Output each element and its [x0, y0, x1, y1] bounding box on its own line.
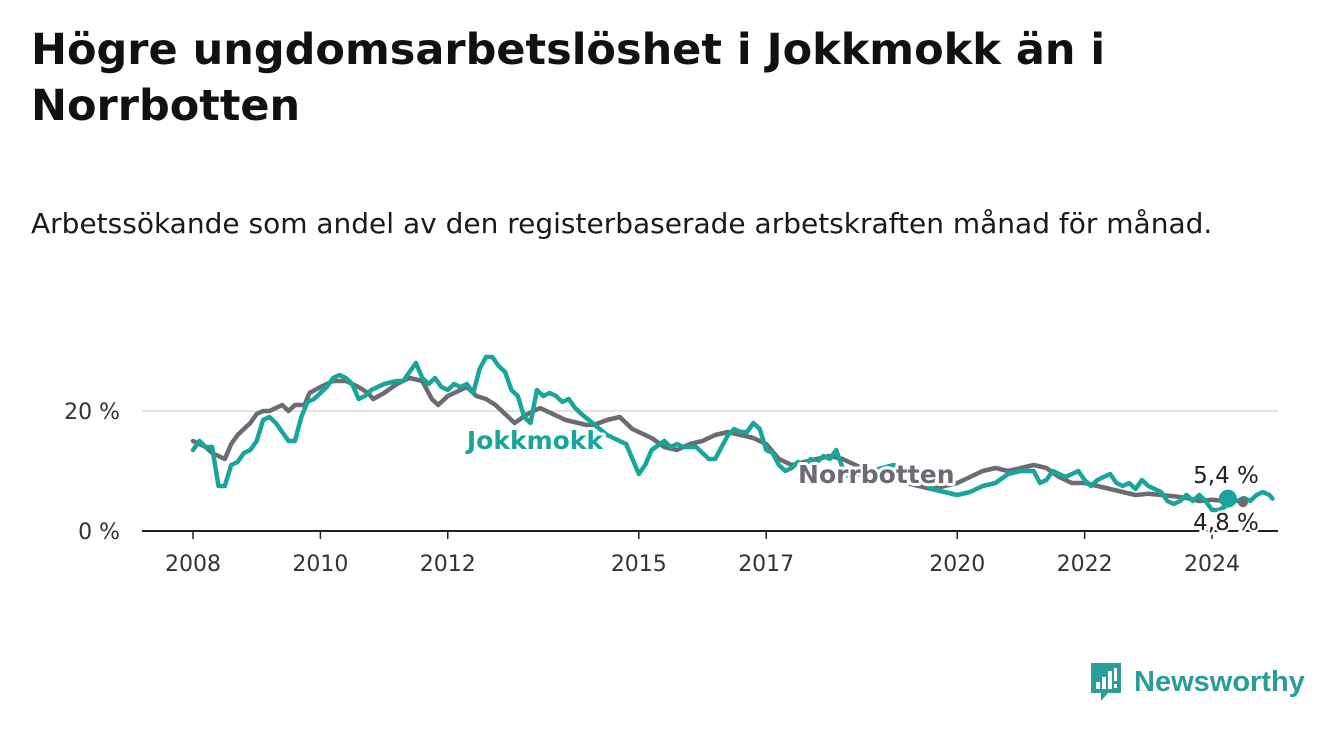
- x-tick-label: 2017: [738, 552, 794, 577]
- series-line-norrbotten: [190, 375, 1236, 505]
- brand-name: Newsworthy: [1134, 665, 1305, 698]
- chart-title: Högre ungdomsarbetslöshet i Jokkmokk än …: [31, 25, 1106, 131]
- series-labels: Norrbotten Jokkmokk 5,4 % 4,8 %: [462, 423, 1262, 539]
- y-axis: 0 % 20 %: [64, 400, 120, 545]
- newsworthy-logo-icon: [1091, 663, 1121, 701]
- y-tick-label: 20 %: [64, 400, 120, 425]
- gridlines: [142, 410, 1278, 532]
- series-label-jokkmokk: Jokkmokk: [465, 426, 605, 455]
- y-tick-label: 0 %: [78, 520, 120, 545]
- chart-subtitle: Arbetssökande som andel av den registerb…: [31, 207, 1213, 240]
- series-line-jokkmokk: [190, 354, 1275, 513]
- end-label-norrbotten: 4,8 %: [1193, 510, 1259, 536]
- brand-footer: Newsworthy: [1088, 660, 1305, 704]
- x-tick-label: 2010: [292, 552, 348, 577]
- x-tick-label: 2024: [1184, 552, 1240, 577]
- x-tick-label: 2020: [929, 552, 985, 577]
- x-tick-label: 2015: [611, 552, 667, 577]
- x-axis: 2008 2010 2012 2015 2017 2020 2022 2024: [165, 531, 1240, 577]
- x-tick-label: 2022: [1057, 552, 1113, 577]
- end-marker-norrbotten: [1238, 497, 1249, 508]
- x-tick-label: 2012: [420, 552, 476, 577]
- x-tick-label: 2008: [165, 552, 221, 577]
- end-label-jokkmokk: 5,4 %: [1193, 463, 1259, 489]
- series-label-norrbotten: Norrbotten: [798, 460, 954, 489]
- end-marker-jokkmokk: [1218, 489, 1237, 508]
- series-lines: [190, 354, 1275, 513]
